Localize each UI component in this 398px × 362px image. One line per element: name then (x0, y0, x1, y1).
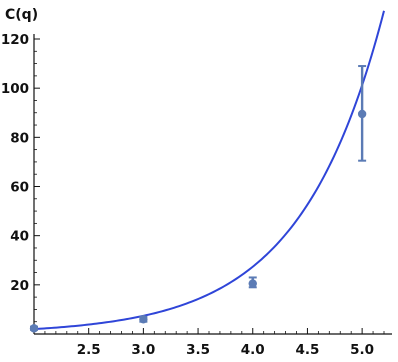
x-tick-label: 2.5 (77, 342, 101, 358)
x-tick-label: 4.5 (295, 342, 319, 358)
y-axis-title: C(q) (5, 7, 38, 23)
data-point (357, 109, 367, 119)
data-point (29, 324, 39, 333)
x-tick-label: 4.0 (241, 342, 265, 358)
y-axis-ticks: 20 40 60 80 100 120 (1, 32, 40, 323)
data-point (248, 279, 257, 288)
y-tick-label: 40 (10, 229, 29, 245)
y-tick-label: 80 (10, 130, 29, 146)
fit-curve (33, 10, 385, 331)
y-tick-label: 60 (10, 180, 29, 196)
x-tick-label: 3.0 (131, 342, 155, 358)
data-points (29, 109, 367, 333)
y-tick-label: 20 (10, 278, 29, 294)
x-tick-label: 5.0 (350, 342, 374, 358)
y-tick-label: 100 (1, 81, 29, 97)
x-tick-label: 3.5 (186, 342, 210, 358)
x-axis-ticks: 2.5 3.0 3.5 4.0 4.5 5.0 (44, 328, 385, 358)
data-point (139, 315, 148, 324)
y-tick-label: 120 (1, 32, 29, 48)
